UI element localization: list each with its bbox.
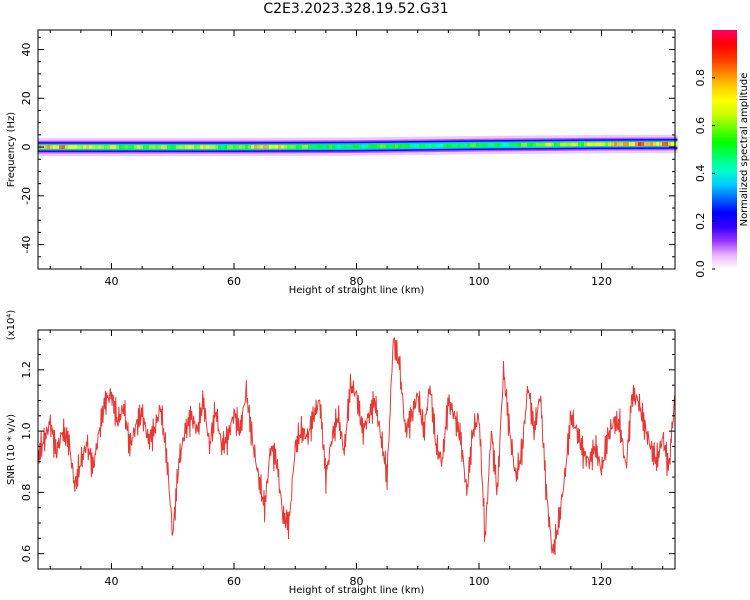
snr-y-tick-label: 1.0 xyxy=(20,422,33,440)
snr-y-ticks: 0.6 0.8 1.0 1.2 xyxy=(20,338,675,570)
snr-series-line xyxy=(37,337,676,556)
spectrogram-x-axis-label: Height of straight line (km) xyxy=(289,285,425,296)
spectrogram-x-tick-label: 40 xyxy=(105,275,119,288)
snr-y-axis-label: SNR (10 * v/v) xyxy=(6,414,17,485)
snr-x-ticks: 40 60 80 100 120 xyxy=(49,330,664,588)
colorbar-tick-label: 0.6 xyxy=(694,117,707,135)
snr-x-axis-label: Height of straight line (km) xyxy=(289,585,425,596)
spectrogram-y-ticks: -40 -20 0 20 40 xyxy=(20,36,675,270)
snr-y-tick-label: 0.8 xyxy=(20,484,33,502)
snr-x-tick-label: 80 xyxy=(350,575,364,588)
colorbar-tick-label: 0.2 xyxy=(694,212,707,230)
spectrogram-x-tick-label: 60 xyxy=(227,275,241,288)
snr-x-tick-label: 120 xyxy=(591,575,612,588)
spectrogram-y-tick-label: -20 xyxy=(20,187,33,205)
spectrogram-heatmap xyxy=(38,134,678,157)
spectrogram-y-axis-label: Frequency (Hz) xyxy=(6,112,17,188)
spectrogram-x-tick-label: 80 xyxy=(350,275,364,288)
snr-frame xyxy=(37,329,676,570)
spectrogram-x-tick-label: 100 xyxy=(469,275,490,288)
page-title: C2E3.2023.328.19.52.G31 xyxy=(263,1,449,17)
snr-x-tick-label: 100 xyxy=(469,575,490,588)
spectrogram-y-tick-label: 20 xyxy=(20,91,33,105)
colorbar-ticks: 0.0 0.2 0.4 0.6 0.8 xyxy=(694,69,715,278)
snr-x-tick-label: 40 xyxy=(105,575,119,588)
snr-multiplier-label: (x10⁴) xyxy=(6,310,17,341)
spectrogram-x-tick-label: 120 xyxy=(591,275,612,288)
spectrogram-y-tick-label: -40 xyxy=(20,236,33,254)
colorbar-tick-label: 0.4 xyxy=(694,165,707,183)
colorbar-gradient xyxy=(712,30,737,269)
colorbar-tick-label: 0.0 xyxy=(694,260,707,278)
colorbar-tick-label: 0.8 xyxy=(694,69,707,87)
colorbar: 0.0 0.2 0.4 0.6 0.8 Normalized spectral ampl… xyxy=(694,30,750,278)
spectrogram-x-ticks: 40 60 80 100 120 xyxy=(49,30,664,288)
spectrogram-panel: 40 60 80 100 120 -40 -20 0 20 40 Height of strai… xyxy=(6,29,678,296)
snr-panel: 40 60 80 100 120 0.6 0.8 1.0 1.2 Height of stra… xyxy=(6,310,676,596)
spectrogram-y-tick-label: 0 xyxy=(20,144,33,151)
snr-x-tick-label: 60 xyxy=(227,575,241,588)
snr-y-tick-label: 0.6 xyxy=(20,545,33,563)
spectrogram-y-tick-label: 40 xyxy=(20,43,33,57)
colorbar-label: Normalized spectral amplitude xyxy=(739,73,750,227)
snr-y-tick-label: 1.2 xyxy=(20,361,33,379)
